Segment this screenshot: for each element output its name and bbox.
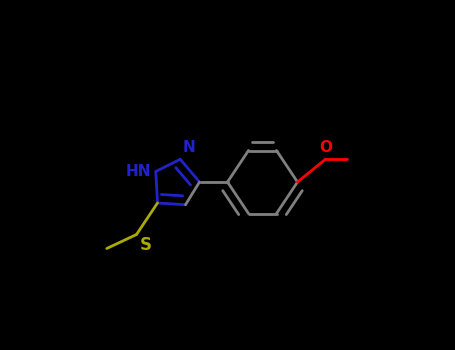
Text: N: N xyxy=(183,140,196,155)
Text: S: S xyxy=(139,236,152,254)
Text: HN: HN xyxy=(126,164,152,179)
Text: O: O xyxy=(319,140,332,155)
